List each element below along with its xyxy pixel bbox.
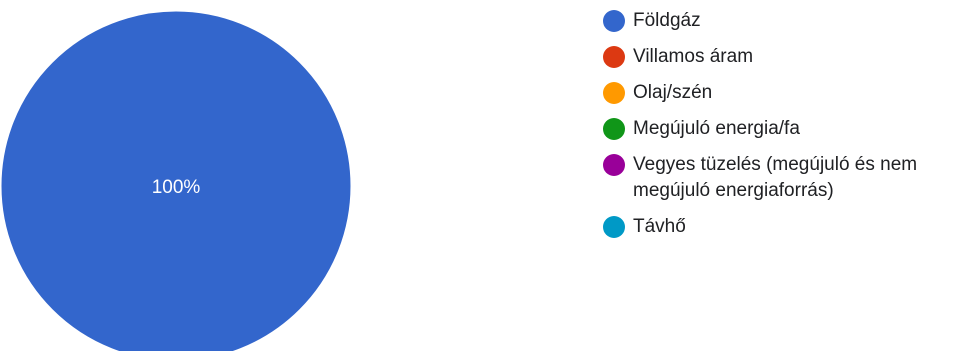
legend-label: Vegyes tüzelés (megújuló és nem megújuló… — [633, 154, 918, 201]
legend-swatch-icon — [603, 154, 625, 176]
data-label-0: 100% — [152, 177, 201, 198]
legend-item-3[interactable]: Megújuló energia/fa — [603, 116, 973, 142]
legend-item-2[interactable]: Olaj/szén — [603, 80, 973, 106]
legend: Földgáz Villamos áram Olaj/szén Megújuló en… — [603, 8, 973, 250]
legend-item-1[interactable]: Villamos áram — [603, 44, 973, 70]
legend-swatch-icon — [603, 118, 625, 140]
legend-item-0[interactable]: Földgáz — [603, 8, 973, 34]
legend-label: Távhő — [633, 216, 686, 237]
legend-label: Villamos áram — [633, 46, 754, 67]
legend-item-5[interactable]: Távhő — [603, 214, 973, 240]
legend-swatch-icon — [603, 216, 625, 238]
legend-label: Olaj/szén — [633, 82, 713, 103]
legend-swatch-icon — [603, 10, 625, 32]
legend-swatch-icon — [603, 46, 625, 68]
legend-item-4[interactable]: Vegyes tüzelés (megújuló és nem megújuló… — [603, 152, 973, 204]
legend-label: Megújuló energia/fa — [633, 118, 800, 139]
legend-swatch-icon — [603, 82, 625, 104]
pie-slice-0[interactable] — [0, 10, 352, 351]
legend-label: Földgáz — [633, 10, 701, 31]
